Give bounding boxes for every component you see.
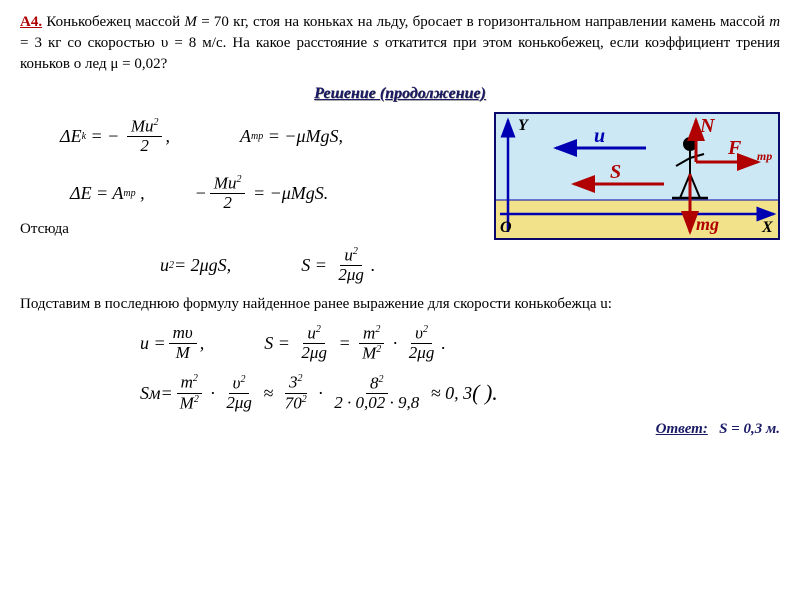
sym-M: M <box>184 14 197 30</box>
eq-u2: u2 = 2μgS, <box>160 255 231 276</box>
t: ΔE <box>60 126 82 147</box>
t: M2 <box>358 344 385 363</box>
t: · <box>206 383 220 404</box>
t: ( ). <box>472 380 498 406</box>
t: u2 <box>340 246 362 266</box>
t: M <box>172 344 194 363</box>
t: = <box>310 255 331 276</box>
eq-dE: ΔE = Aтр , <box>70 183 145 204</box>
answer-label: Ответ: <box>656 421 708 437</box>
frac: 82 2 · 0,02 · 9,8 <box>330 374 423 413</box>
sym-m: m <box>769 14 780 30</box>
t: 2 <box>219 194 236 213</box>
eq-S2: S = u2 2μg = m2 M2 · υ2 2μg . <box>264 324 446 364</box>
t: 32 <box>285 373 307 393</box>
eq-main: − Mu2 2 = −μMgS. <box>195 174 329 213</box>
t: = − <box>86 126 124 147</box>
frac: m2 M2 <box>358 324 385 364</box>
t: u = <box>140 333 166 354</box>
t: m2 <box>359 324 384 344</box>
eq-calc: Sм= m2 M2 · υ2 2μg ≈ 32 702 · 82 2 · 0,0… <box>140 373 498 413</box>
answer-value: S = 0,3 м. <box>719 421 780 437</box>
t: Mu2 <box>210 174 246 194</box>
t: = <box>263 126 284 147</box>
frac: mυ M <box>169 324 197 362</box>
t: 82 <box>366 374 388 394</box>
t: 702 <box>281 394 311 413</box>
t: . <box>371 255 376 276</box>
eq-dEk: ΔEk = − Mu2 2 , <box>60 117 170 156</box>
y-label: Y <box>518 117 529 134</box>
t: = 2μgS, <box>174 255 231 276</box>
free-body-diagram: Y X O u⃗ S⃗ N⃗ F⃗тр mg⃗ <box>494 112 780 240</box>
S-label: S⃗ <box>610 161 637 183</box>
t: 2μg <box>334 266 368 285</box>
t: ≈ <box>259 383 278 404</box>
problem-statement: А4. Конькобежец массой M = 70 кг, стоя н… <box>20 12 780 75</box>
frac: 32 702 <box>281 373 311 413</box>
t: , <box>165 126 170 147</box>
N-label: N⃗ <box>699 115 730 137</box>
t: M2 <box>176 394 203 413</box>
frac: u2 2μg <box>334 246 368 285</box>
t: − <box>195 183 207 204</box>
ice-surface <box>496 200 778 238</box>
t: , <box>136 183 145 204</box>
eq-S: S = u2 2μg . <box>301 246 375 285</box>
t: ΔE = A <box>70 183 123 204</box>
t: Mu2 <box>127 117 163 137</box>
t: · <box>388 333 402 354</box>
t: υ2 <box>229 374 250 394</box>
t: = <box>273 333 294 354</box>
t: −μMgS, <box>284 126 343 147</box>
frac: u2 2μg <box>297 324 331 363</box>
t: mυ <box>169 324 197 344</box>
eq-u: u = mυ M , <box>140 324 204 362</box>
eq-row-3: u2 = 2μgS, S = u2 2μg . <box>160 246 780 285</box>
t: 2μg <box>297 344 331 363</box>
t: 2μg <box>405 344 439 363</box>
t: 2 · 0,02 · 9,8 <box>330 394 423 413</box>
t: тр <box>123 188 135 199</box>
frac: Mu2 2 <box>127 117 163 156</box>
t: S <box>264 333 273 354</box>
t: S <box>301 255 310 276</box>
t: 2μg <box>222 394 256 413</box>
t: 2 <box>136 137 153 156</box>
t: A <box>240 126 251 147</box>
t: . <box>441 333 446 354</box>
t: υ2 <box>411 324 432 344</box>
t: = −μMgS. <box>248 183 328 204</box>
sym-s: s <box>373 35 379 51</box>
t: · <box>314 383 328 404</box>
t: ≈ 0, 3 <box>431 383 472 404</box>
frac: m2 M2 <box>176 373 203 413</box>
problem-label: А4. <box>20 14 42 30</box>
u-label: u⃗ <box>594 125 621 147</box>
eq-Amp: Aтр = −μMgS, <box>240 126 343 147</box>
p-t2: = 70 кг, стоя на коньках на льду, бросае… <box>201 14 769 30</box>
eq-row-5: Sм= m2 M2 · υ2 2μg ≈ 32 702 · 82 2 · 0,0… <box>140 373 780 413</box>
substitute-text: Подставим в последнюю формулу найденное … <box>20 293 780 316</box>
frac: Mu2 2 <box>210 174 246 213</box>
eq-row-4: u = mυ M , S = u2 2μg = m2 M2 · υ2 2μg . <box>140 324 780 364</box>
answer: Ответ: S = 0,3 м. <box>20 421 780 438</box>
p-t3: = 3 кг со скоростью υ = 8 м/с. На какое … <box>20 35 373 51</box>
t: = <box>334 333 355 354</box>
t: u <box>160 255 169 276</box>
solution-title: Решение (продолжение) <box>20 85 780 103</box>
t: u2 <box>303 324 325 344</box>
p-t1: Конькобежец массой <box>46 14 184 30</box>
mg-label: mg⃗ <box>696 214 733 234</box>
frac: υ2 2μg <box>405 324 439 363</box>
frac: υ2 2μg <box>222 374 256 413</box>
t: m2 <box>177 373 202 393</box>
Ftr-label: F⃗тр <box>727 137 772 163</box>
t: , <box>200 333 205 354</box>
t: тр <box>251 131 263 142</box>
diagram-svg: Y X O u⃗ S⃗ N⃗ F⃗тр mg⃗ <box>496 114 778 238</box>
t: Sм= <box>140 383 173 404</box>
o-label: O <box>500 219 512 236</box>
x-label: X <box>761 219 773 236</box>
